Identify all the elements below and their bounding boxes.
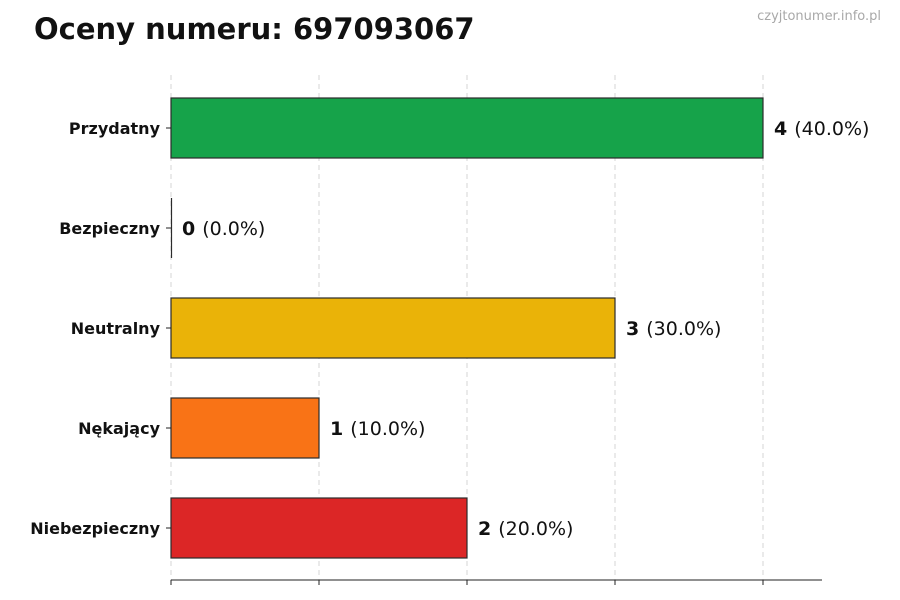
value-percent-3: (30.0%) (646, 318, 721, 340)
value-count-3: 3 (626, 318, 639, 340)
category-label-2: Bezpieczny (59, 219, 160, 238)
labels: Przydatny 4 (40.0%) Bezpieczny 0 (0.0%) Neutra… (30, 118, 869, 540)
value-label-2: 0 (0.0%) (182, 218, 265, 240)
value-count-1: 4 (774, 118, 787, 140)
value-label-3: 3 (30.0%) (626, 318, 721, 340)
value-label-4: 1 (10.0%) (330, 418, 425, 440)
site-watermark: czyjtonumer.info.pl (757, 9, 881, 24)
value-percent-4: (10.0%) (350, 418, 425, 440)
value-percent-5: (20.0%) (498, 518, 573, 540)
category-label-5: Niebezpieczny (30, 519, 160, 538)
value-label-5: 2 (20.0%) (478, 518, 573, 540)
bar-5 (170, 497, 468, 559)
value-count-2: 0 (182, 218, 195, 240)
chart-title: Oceny numeru: 697093067 (34, 12, 475, 46)
value-label-1: 4 (40.0%) (774, 118, 869, 140)
category-label-1: Przydatny (69, 119, 161, 138)
value-percent-2: (0.0%) (202, 218, 265, 240)
category-label-3: Neutralny (71, 319, 161, 338)
bar-1 (170, 97, 764, 159)
bar-3 (170, 297, 616, 359)
value-percent-1: (40.0%) (794, 118, 869, 140)
x-axis (166, 127, 822, 585)
category-label-4: Nękający (78, 419, 160, 438)
bar-4 (170, 397, 320, 459)
value-count-4: 1 (330, 418, 343, 440)
value-count-5: 2 (478, 518, 491, 540)
